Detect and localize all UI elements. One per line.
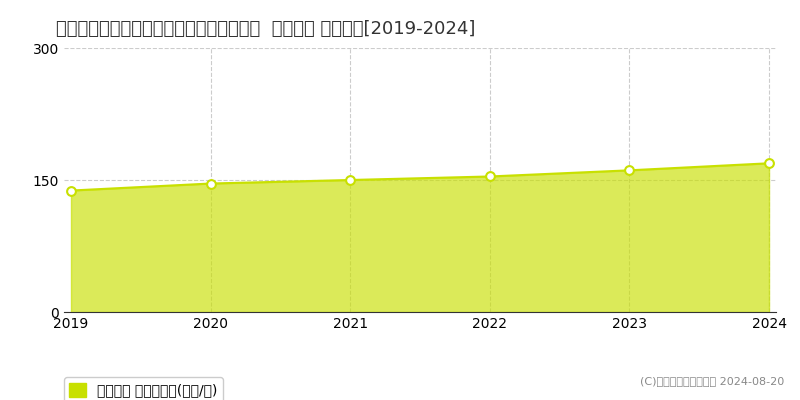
Text: 宮城県仙台市青葉区上杉２丁目４９番１外  地価公示 地価推移[2019-2024]: 宮城県仙台市青葉区上杉２丁目４９番１外 地価公示 地価推移[2019-2024] <box>56 20 475 38</box>
Text: (C)土地価格ドットコム 2024-08-20: (C)土地価格ドットコム 2024-08-20 <box>640 376 784 386</box>
Point <box>762 160 775 166</box>
Point <box>483 173 496 180</box>
Point <box>204 180 217 187</box>
Point <box>623 167 636 174</box>
Point <box>344 177 357 183</box>
Legend: 地価公示 平均坪単価(万円/坪): 地価公示 平均坪単価(万円/坪) <box>64 377 223 400</box>
Point <box>65 187 78 194</box>
